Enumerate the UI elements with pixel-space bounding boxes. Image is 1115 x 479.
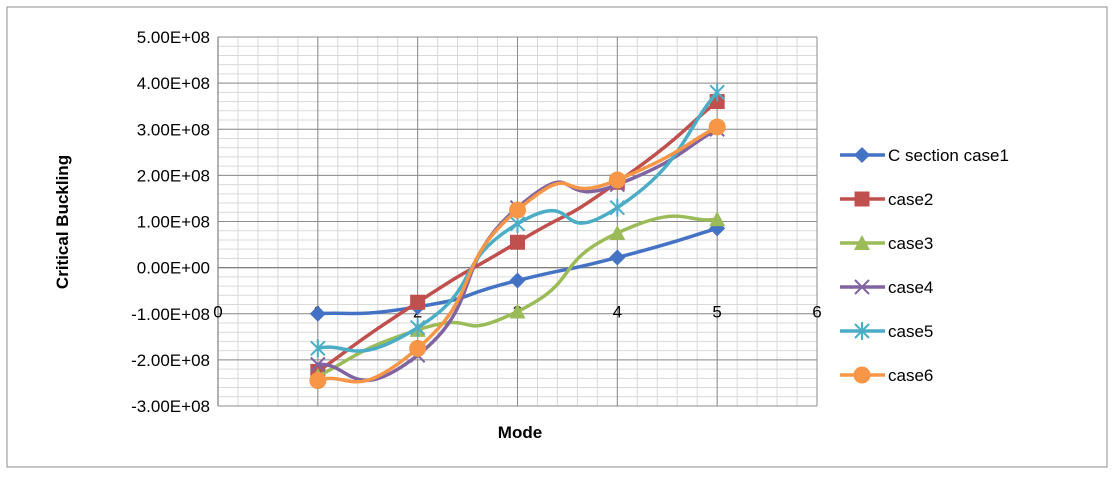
- legend-label: case4: [888, 278, 933, 297]
- y-tick-label: 5.00E+08: [137, 28, 210, 47]
- data-point: [310, 356, 326, 373]
- data-point: [410, 294, 426, 310]
- legend-item: case4: [840, 278, 933, 297]
- legend-item: case3: [840, 234, 933, 253]
- legend-label: case6: [888, 366, 933, 385]
- legend-label: case5: [888, 322, 933, 341]
- series-layer: [309, 83, 726, 390]
- y-tick-label: 1.00E+08: [137, 213, 210, 232]
- data-point: [709, 83, 725, 102]
- legend-item: case5: [840, 322, 933, 341]
- legend-label: C section case1: [888, 146, 1009, 165]
- y-tick-label: 2.00E+08: [137, 166, 210, 185]
- legend-marker: [854, 147, 870, 163]
- data-point: [509, 303, 526, 319]
- y-tick-label: 0.00E+00: [137, 259, 210, 278]
- x-tick-label: 5: [712, 303, 721, 322]
- y-tick-labels: 5.00E+08 4.00E+08 3.00E+08 2.00E+08 1.00E+08…: [131, 28, 210, 416]
- data-point: [609, 249, 626, 266]
- x-axis-title: Mode: [498, 423, 542, 442]
- data-point: [409, 339, 427, 357]
- x-tick-label: 4: [613, 303, 622, 322]
- y-axis-title: Critical Buckling: [53, 155, 72, 289]
- legend-marker: [854, 235, 870, 250]
- legend-label: case3: [888, 234, 933, 253]
- legend-marker: [854, 322, 870, 340]
- data-point: [509, 201, 526, 219]
- legend-label: case2: [888, 190, 933, 209]
- data-point: [309, 305, 326, 322]
- y-tick-label: 4.00E+08: [137, 74, 210, 93]
- legend-marker: [854, 191, 870, 207]
- data-point: [608, 171, 626, 189]
- x-tick-label: 0: [213, 303, 222, 322]
- legend-marker: [853, 366, 871, 384]
- legend-item: case2: [840, 190, 933, 209]
- series-6: [309, 118, 726, 390]
- legend-item: C section case1: [840, 146, 1009, 165]
- data-point: [609, 198, 626, 217]
- data-point: [509, 272, 526, 289]
- data-point: [310, 339, 326, 358]
- legend: C section case1 case2 case3 case4 case5 case6: [840, 146, 1009, 385]
- axes: [217, 37, 817, 406]
- x-tick-label: 6: [812, 303, 821, 322]
- legend-marker: [854, 279, 870, 295]
- y-tick-label: -3.00E+08: [131, 397, 210, 416]
- data-point: [708, 118, 726, 136]
- data-point: [609, 225, 626, 241]
- legend-item: case6: [840, 366, 933, 385]
- data-point: [409, 318, 426, 337]
- data-point: [309, 372, 327, 390]
- y-tick-label: -1.00E+08: [131, 305, 210, 324]
- y-tick-label: 3.00E+08: [137, 120, 210, 139]
- data-point: [510, 234, 525, 250]
- y-tick-label: -2.00E+08: [131, 351, 210, 370]
- data-point: [709, 211, 726, 227]
